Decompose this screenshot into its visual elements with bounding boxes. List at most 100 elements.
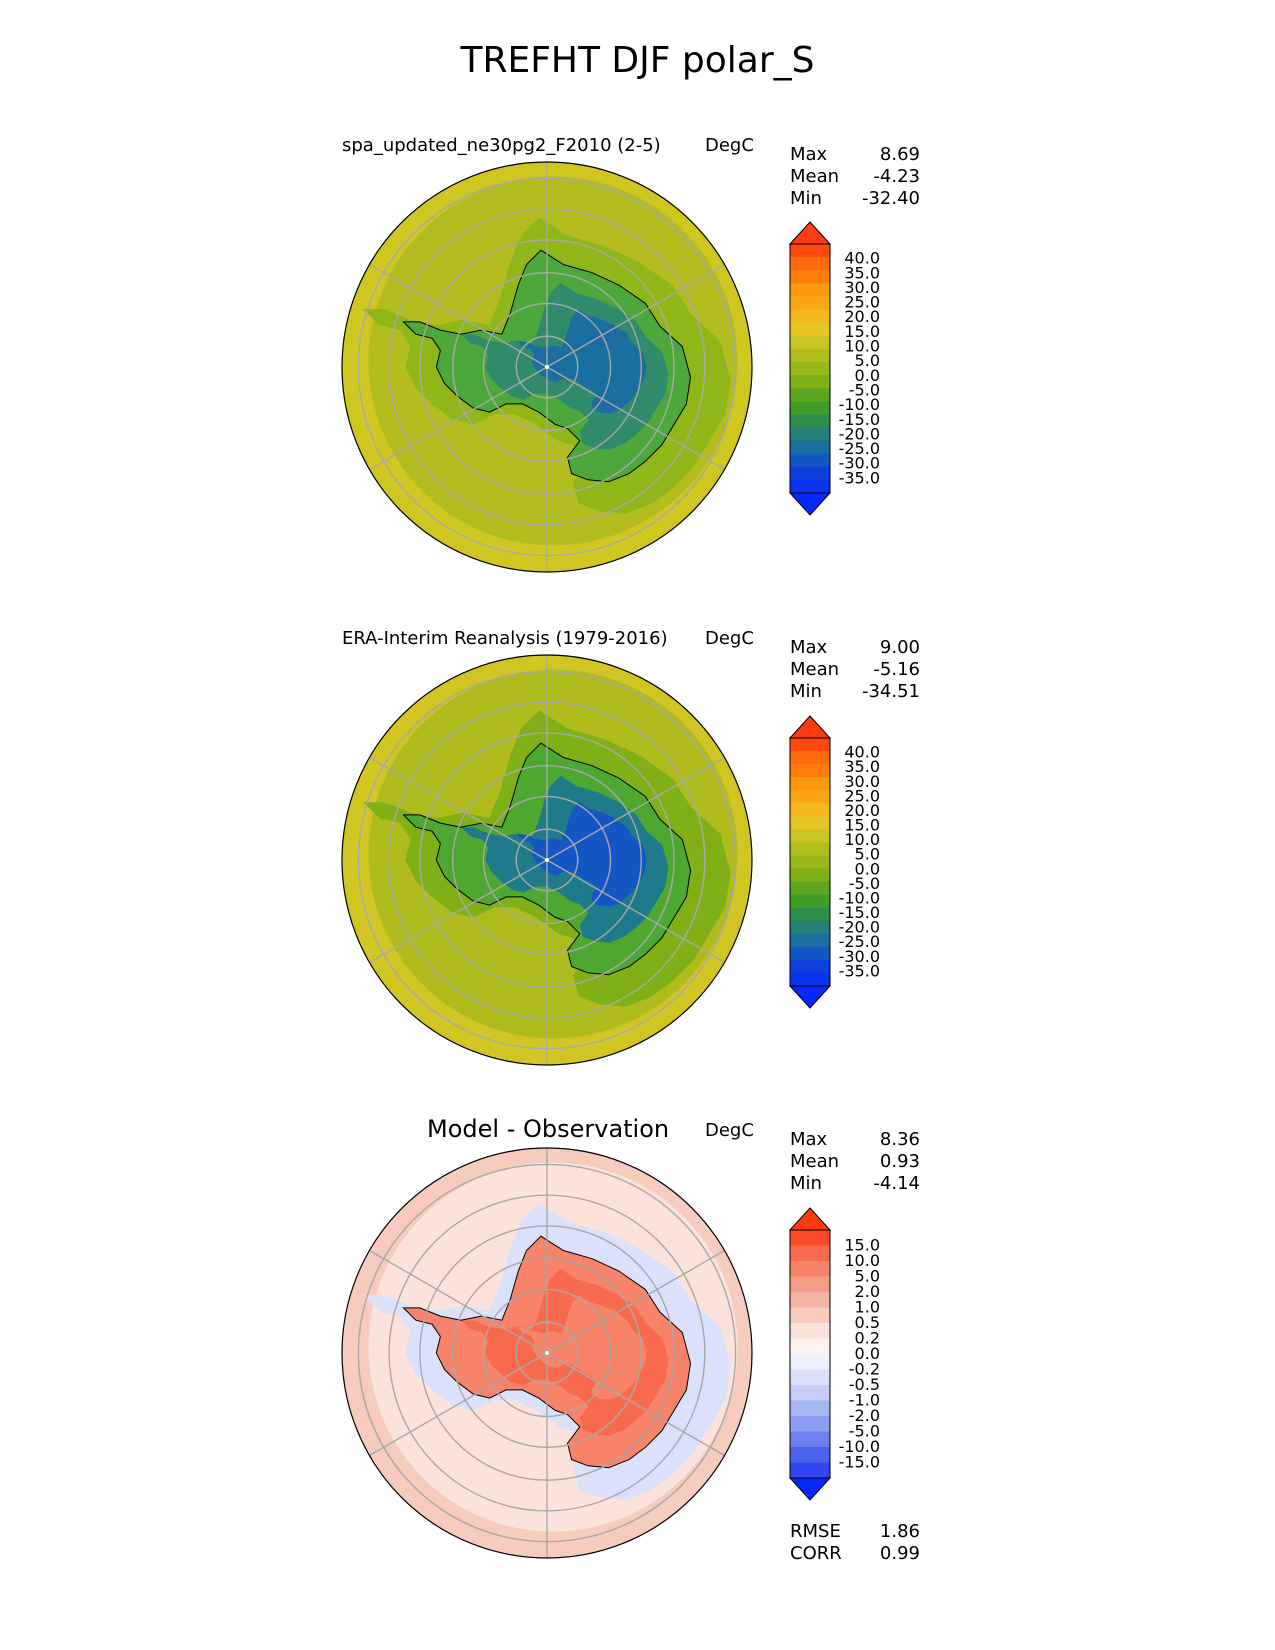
stat-value: 0.93 bbox=[879, 1151, 920, 1172]
colorbar-segment bbox=[790, 1354, 830, 1370]
colorbar-tick-label: 20.0 bbox=[844, 307, 880, 326]
stat-label: Max bbox=[790, 637, 828, 658]
stat-label: Mean bbox=[790, 659, 840, 680]
stat-value: 1.86 bbox=[879, 1521, 920, 1542]
colorbar-frame bbox=[789, 737, 831, 987]
stat-label: Max bbox=[790, 1129, 828, 1150]
colorbar-tick-label: 10.0 bbox=[844, 337, 880, 356]
land-core-zone bbox=[517, 309, 647, 414]
colorbar-tick-label: 0.2 bbox=[855, 1329, 880, 1348]
colorbar: 40.035.030.025.020.015.010.05.00.0-5.0-1… bbox=[788, 715, 880, 1009]
stat-min: Min -34.51 bbox=[790, 681, 920, 703]
stat-rmse: RMSE 1.86 bbox=[790, 1521, 920, 1543]
units-label: DegC bbox=[705, 628, 754, 649]
colorbar-segment bbox=[790, 479, 830, 494]
stat-mean: Mean 0.93 bbox=[790, 1151, 920, 1173]
colorbar-tick-label: 15.0 bbox=[844, 816, 880, 835]
colorbar-tick-label: -15.0 bbox=[839, 903, 880, 922]
panel-title: Model - Observation bbox=[427, 1115, 670, 1143]
colorbar-frame bbox=[789, 243, 831, 494]
stat-max: Max 9.00 bbox=[790, 637, 920, 659]
colorbar-segment bbox=[790, 816, 830, 830]
stats-block: Max 9.00 Mean -5.16 Min -34.51 bbox=[790, 637, 920, 703]
meridian bbox=[546, 1352, 725, 1457]
colorbar-tick-label: -25.0 bbox=[839, 932, 880, 951]
stat-mean: Mean -5.16 bbox=[790, 659, 920, 681]
colorbar-segment bbox=[790, 375, 830, 389]
map-border bbox=[341, 654, 753, 1066]
colorbar-segment bbox=[790, 946, 830, 961]
colorbar-tick-label: 10.0 bbox=[844, 830, 880, 849]
meridian bbox=[369, 1352, 548, 1457]
colorbar-segment bbox=[790, 1462, 830, 1479]
colorbar-tick-label: 30.0 bbox=[844, 278, 880, 297]
colorbar-tick-label: -20.0 bbox=[839, 424, 880, 443]
panel-title: ERA-Interim Reanalysis (1979-2016) bbox=[342, 628, 668, 649]
colorbar-segment bbox=[790, 1230, 830, 1246]
colorbar-tick-label: 0.0 bbox=[855, 1344, 880, 1363]
colorbar-tick-label: 10.0 bbox=[844, 1251, 880, 1270]
colorbar-segment bbox=[790, 361, 830, 376]
colorbar-top-extend bbox=[788, 715, 832, 739]
colorbar-segment bbox=[790, 1400, 830, 1417]
colorbar-tick-label: -10.0 bbox=[839, 1437, 880, 1456]
colorbar-segment bbox=[790, 1338, 830, 1355]
meridian bbox=[369, 756, 548, 861]
stat-label: RMSE bbox=[790, 1521, 841, 1542]
colorbar-frame bbox=[789, 1229, 831, 1479]
stat-value: -4.14 bbox=[873, 1173, 920, 1194]
colorbar-segment bbox=[790, 1276, 830, 1293]
colorbar-segment bbox=[790, 881, 830, 896]
colorbar-segment bbox=[790, 972, 830, 987]
graticule bbox=[357, 1148, 737, 1558]
polar-map bbox=[341, 654, 753, 1066]
colorbar: 40.035.030.025.020.015.010.05.00.0-5.0-1… bbox=[788, 221, 880, 516]
colorbar-segment bbox=[790, 388, 830, 402]
panel-title: spa_updated_ne30pg2_F2010 (2-5) bbox=[342, 135, 661, 156]
colorbar-tick-label: 20.0 bbox=[844, 801, 880, 820]
colorbar-tick-label: 5.0 bbox=[855, 1267, 880, 1286]
stat-label: Min bbox=[790, 681, 822, 702]
colorbar-tick-label: -5.0 bbox=[849, 380, 880, 399]
panel-model: spa_updated_ne30pg2_F2010 (2-5) DegC Max… bbox=[0, 0, 1275, 500]
colorbar: 15.010.05.02.01.00.50.20.0-0.2-0.5-1.0-2… bbox=[788, 1207, 880, 1501]
colorbar-segment bbox=[790, 1447, 830, 1463]
colorbar-tick-label: 0.0 bbox=[855, 366, 880, 385]
colorbar-segment bbox=[790, 1292, 830, 1308]
colorbar-tick-label: -10.0 bbox=[839, 888, 880, 907]
land-core-zone bbox=[517, 1295, 647, 1400]
colorbar-tick-label: 15.0 bbox=[844, 322, 880, 341]
map-border bbox=[341, 161, 753, 573]
stat-value: 8.69 bbox=[879, 144, 920, 165]
colorbar-tick-label: -35.0 bbox=[839, 468, 880, 487]
colorbar-bottom-extend bbox=[788, 985, 832, 1009]
colorbar-segment bbox=[790, 1385, 830, 1401]
stat-mean: Mean -4.23 bbox=[790, 166, 920, 188]
colorbar-segment bbox=[790, 296, 830, 311]
colorbar-segment bbox=[790, 244, 830, 258]
meridian bbox=[546, 859, 725, 964]
colorbar-segment bbox=[790, 414, 830, 428]
stat-max: Max 8.69 bbox=[790, 144, 920, 166]
colorbar-tick-label: -35.0 bbox=[839, 961, 880, 980]
stats-block: Max 8.69 Mean -4.23 Min -32.40 bbox=[790, 144, 920, 210]
colorbar-segment bbox=[790, 855, 830, 870]
colorbar-tick-label: -5.0 bbox=[849, 874, 880, 893]
colorbar-segment bbox=[790, 440, 830, 455]
colorbar-tick-label: -30.0 bbox=[839, 454, 880, 473]
colorbar-tick-label: -20.0 bbox=[839, 918, 880, 937]
stat-label: Max bbox=[790, 144, 828, 165]
colorbar-segment bbox=[790, 348, 830, 363]
colorbar-segment bbox=[790, 427, 830, 442]
extra-stats-block: RMSE 1.86 CORR 0.99 bbox=[790, 1521, 920, 1565]
stat-label: Mean bbox=[790, 166, 840, 187]
graticule bbox=[357, 162, 737, 572]
colorbar-tick-label: 30.0 bbox=[844, 772, 880, 791]
colorbar-segment bbox=[790, 1245, 830, 1262]
colorbar-segment bbox=[790, 829, 830, 843]
colorbar-segment bbox=[790, 453, 830, 468]
colorbar-segment bbox=[790, 283, 830, 297]
stat-corr: CORR 0.99 bbox=[790, 1543, 920, 1565]
colorbar-tick-label: 40.0 bbox=[844, 743, 880, 762]
stat-min: Min -32.40 bbox=[790, 188, 920, 210]
